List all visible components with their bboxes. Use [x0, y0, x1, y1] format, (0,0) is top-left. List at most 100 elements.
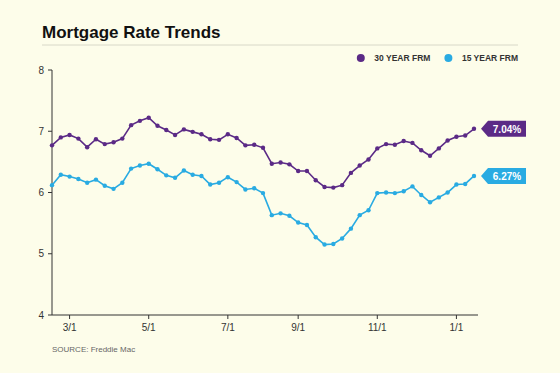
y-tick — [48, 70, 52, 71]
y-tick-label: 6 — [38, 187, 44, 198]
x-tick-label: 3/1 — [63, 322, 77, 333]
point — [85, 181, 89, 185]
point — [103, 142, 107, 146]
point — [261, 146, 265, 150]
point — [120, 181, 124, 185]
point — [305, 169, 309, 173]
point — [314, 178, 318, 182]
point — [322, 185, 326, 189]
x-tick-label: 11/1 — [368, 322, 387, 333]
point — [428, 200, 432, 204]
point — [366, 157, 370, 161]
y-tick-label: 7 — [38, 126, 44, 137]
title-rule — [42, 45, 518, 46]
legend-swatch — [444, 54, 452, 62]
point — [120, 136, 124, 140]
point — [164, 128, 168, 132]
point — [261, 191, 265, 195]
point — [111, 187, 115, 191]
point — [182, 168, 186, 172]
point — [401, 139, 405, 143]
point — [164, 173, 168, 177]
point — [138, 163, 142, 167]
x-tick — [148, 315, 149, 319]
point — [366, 208, 370, 212]
point — [208, 182, 212, 186]
point — [243, 187, 247, 191]
point — [375, 191, 379, 195]
point — [287, 162, 291, 166]
point — [199, 174, 203, 178]
point — [358, 213, 362, 217]
x-tick-label: 9/1 — [291, 322, 305, 333]
point — [296, 169, 300, 173]
point — [437, 195, 441, 199]
point — [401, 189, 405, 193]
point — [454, 135, 458, 139]
point — [129, 123, 133, 127]
point — [234, 180, 238, 184]
point — [94, 177, 98, 181]
point — [358, 163, 362, 167]
line — [52, 164, 474, 245]
point — [445, 138, 449, 142]
x-tick — [227, 315, 228, 319]
point — [270, 213, 274, 217]
y-tick — [48, 131, 52, 132]
point — [226, 132, 230, 136]
point — [349, 171, 353, 175]
source: SOURCE: Freddie Mac — [52, 345, 135, 354]
point — [147, 116, 151, 120]
point — [296, 220, 300, 224]
legend-label: 15 YEAR FRM — [462, 53, 518, 63]
point — [410, 184, 414, 188]
point — [278, 160, 282, 164]
point — [173, 133, 177, 137]
x-tick-label: 1/1 — [449, 322, 463, 333]
point — [419, 193, 423, 197]
point — [331, 185, 335, 189]
point — [226, 175, 230, 179]
point — [50, 183, 54, 187]
point — [138, 119, 142, 123]
point — [393, 143, 397, 147]
y-tick-label: 5 — [38, 248, 44, 259]
x-tick — [377, 315, 378, 319]
point — [85, 145, 89, 149]
legend-label: 30 YEAR FRM — [374, 53, 430, 63]
point — [50, 143, 54, 147]
point — [252, 186, 256, 190]
point — [182, 127, 186, 131]
point — [463, 182, 467, 186]
point — [173, 176, 177, 180]
point — [217, 181, 221, 185]
point — [129, 166, 133, 170]
point — [463, 133, 467, 137]
point — [472, 174, 476, 178]
point — [314, 235, 318, 239]
point — [419, 148, 423, 152]
point — [384, 142, 388, 146]
point — [384, 190, 388, 194]
line — [52, 118, 474, 188]
point — [94, 137, 98, 141]
point — [190, 130, 194, 134]
end-tag — [481, 121, 526, 137]
point — [217, 138, 221, 142]
point — [67, 174, 71, 178]
y-tick — [48, 253, 52, 254]
end-label: 7.04% — [493, 124, 521, 135]
point — [155, 124, 159, 128]
y-tick — [48, 315, 52, 316]
point — [111, 140, 115, 144]
point — [349, 226, 353, 230]
x-tick — [69, 315, 70, 319]
point — [155, 167, 159, 171]
x-tick-label: 7/1 — [221, 322, 235, 333]
point — [67, 133, 71, 137]
point — [331, 242, 335, 246]
chart: Mortgage Rate Trends15 YEAR FRM30 YEAR F… — [0, 0, 560, 373]
y-tick-label: 4 — [38, 310, 44, 321]
end-tag — [481, 168, 526, 184]
point — [340, 236, 344, 240]
